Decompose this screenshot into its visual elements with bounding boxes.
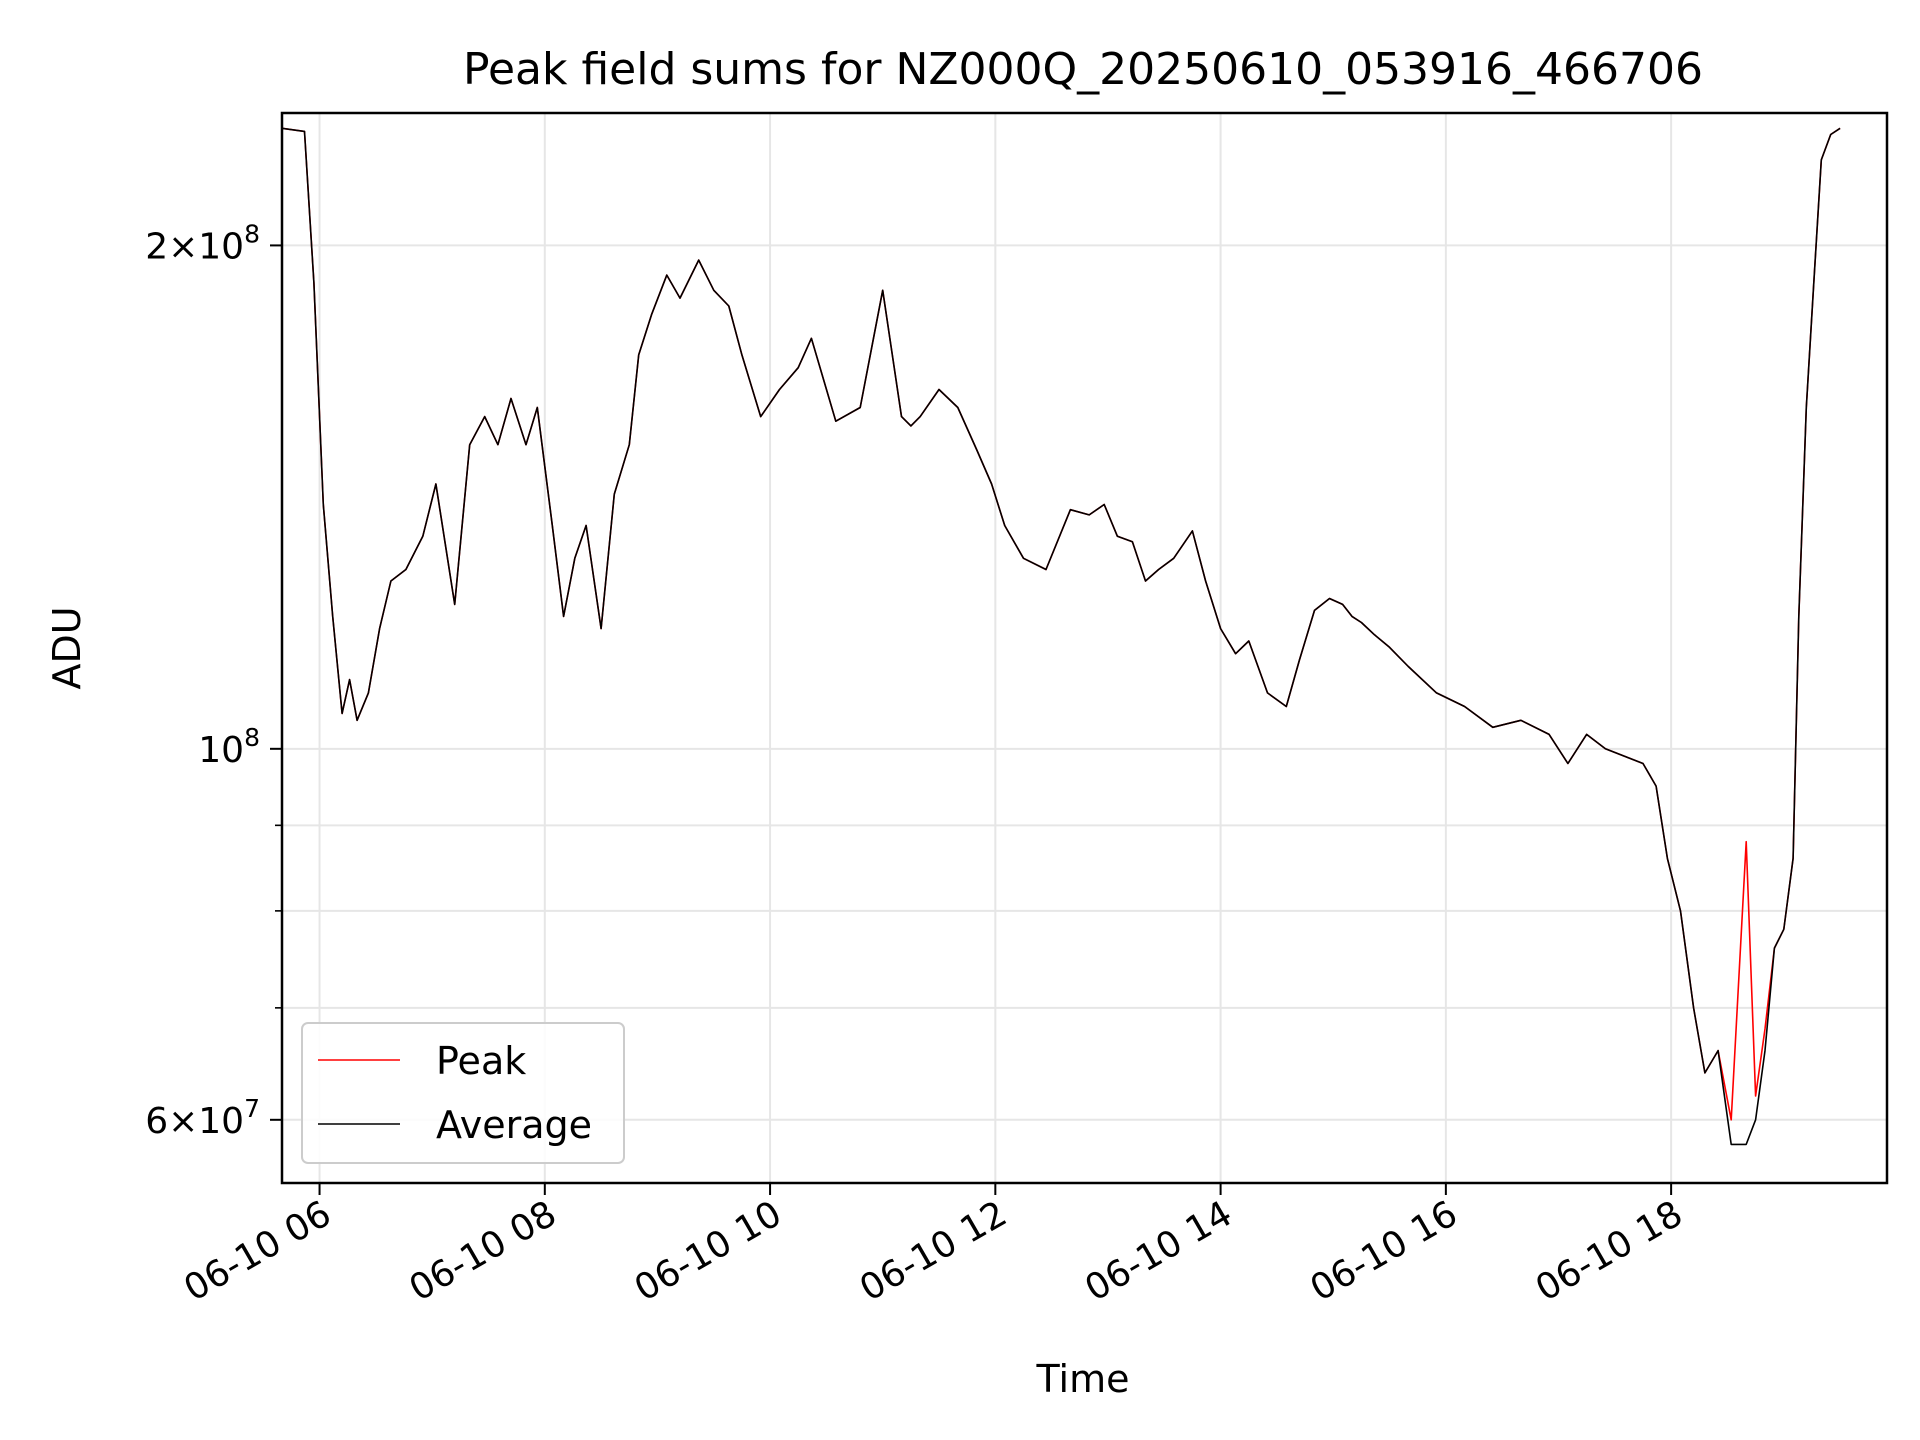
plot-area-frame [280,111,1889,1185]
x-axis-label: Time [1036,1357,1130,1401]
legend-label-peak: Peak [436,1039,526,1083]
y-tick-label: 108 [198,723,260,771]
series-layer [282,127,1841,1146]
series-line-average [282,127,1841,1146]
y-axis: 6×107 108 2×108 [145,219,282,1142]
chart-title: Peak field sums for NZ000Q_20250610_0539… [463,44,1703,95]
y-tick-label: 6×107 [145,1094,260,1142]
legend-label-average: Average [436,1103,592,1147]
y-axis-label: ADU [45,606,89,689]
legend-box [301,1022,625,1164]
y-tick-label: 2×108 [145,219,260,267]
legend: Peak Average [301,1022,625,1164]
